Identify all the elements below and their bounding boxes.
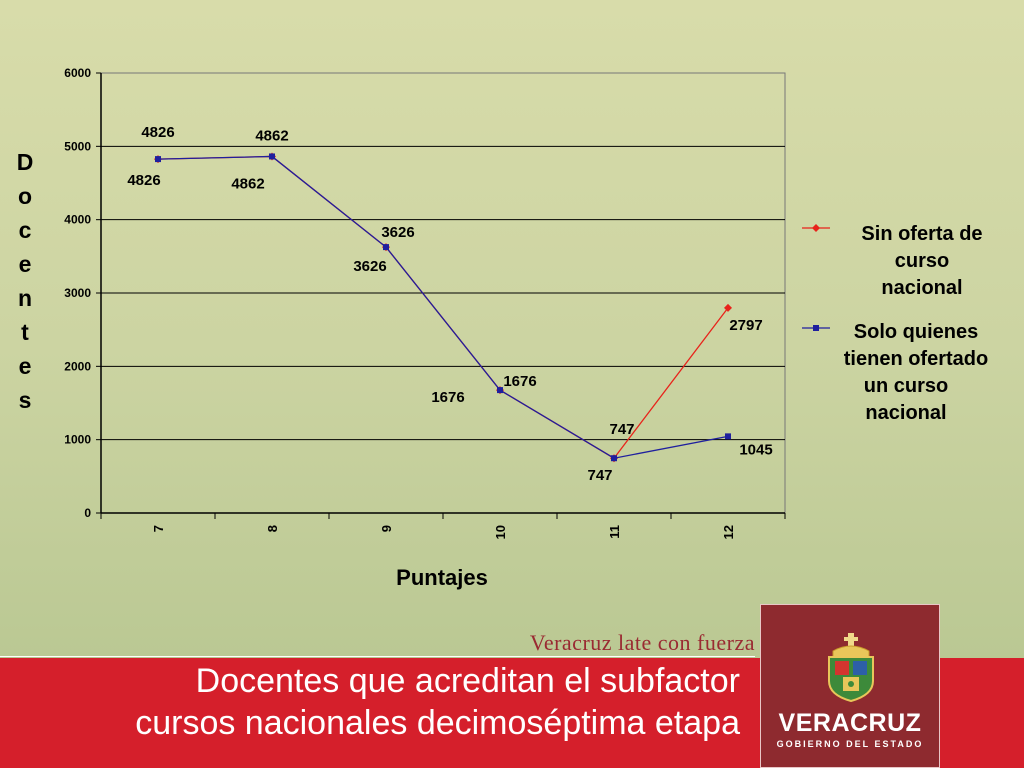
y-axis-title: Docentes: [17, 149, 34, 413]
data-label: 1045: [739, 441, 772, 458]
veracruz-crest-icon: [828, 633, 874, 703]
data-labels: 4826 4862 3626 1676 747 2797 4826 4862 3626 1676 7…: [127, 124, 772, 484]
x-tick-label: 12: [721, 525, 736, 539]
data-point: [611, 455, 617, 462]
data-point: [383, 244, 389, 251]
legend-marker: [813, 325, 819, 331]
data-label: 1676: [431, 389, 464, 406]
y-axis-title-char: n: [18, 285, 32, 311]
logo-subtitle: GOBIERNO DEL ESTADO: [776, 739, 924, 749]
data-label: 747: [587, 467, 612, 484]
slide-title: Docentes que acreditan el subfactor curs…: [0, 660, 740, 744]
y-tick-label: 4000: [64, 213, 91, 227]
legend-label: Sin oferta de: [861, 223, 982, 245]
series-layer: [154, 152, 732, 463]
x-tick-label: 8: [265, 525, 280, 532]
data-point: [724, 303, 732, 312]
x-tick-label: 9: [379, 525, 394, 532]
x-tick-label: 10: [493, 525, 508, 539]
line-chart: 0 1000 2000 3000 4000 5000 6000 7 8 9 10 11 12 4826…: [17, 66, 989, 590]
legend-label: nacional: [865, 402, 946, 424]
y-axis-title-char: c: [19, 217, 32, 243]
data-label: 4862: [255, 127, 288, 144]
data-point: [497, 387, 503, 394]
y-tick-label: 1000: [64, 433, 91, 447]
data-label: 2797: [729, 317, 762, 334]
y-axis-ticks: 0 1000 2000 3000 4000 5000 6000: [64, 66, 101, 520]
legend-label: un curso: [864, 375, 948, 397]
series-line-1: [157, 155, 729, 460]
plot-area: [100, 72, 786, 514]
legend-label: nacional: [881, 277, 962, 299]
y-axis-title-char: t: [21, 319, 29, 345]
y-axis-title-char: o: [18, 183, 32, 209]
data-point: [155, 156, 161, 163]
y-tick-label: 6000: [64, 66, 91, 80]
y-tick-label: 5000: [64, 139, 91, 153]
data-label: 4826: [127, 172, 160, 189]
tagline-divider: [0, 656, 755, 657]
y-axis-title-char: D: [17, 149, 34, 175]
x-axis-title: Puntajes: [396, 565, 488, 590]
series-line-2: [157, 155, 729, 459]
data-label: 1676: [503, 373, 536, 390]
tagline: Veracruz late con fuerza: [529, 630, 755, 655]
logo-wordmark: VERACRUZ: [778, 709, 922, 737]
y-tick-label: 0: [84, 506, 91, 520]
data-label: 4826: [141, 124, 174, 141]
slide-title-line-1: Docentes que acreditan el subfactor: [195, 662, 740, 700]
legend-label: tienen ofertado: [844, 348, 988, 370]
x-tick-label: 7: [151, 525, 166, 532]
legend-label: curso: [895, 250, 949, 272]
y-tick-label: 3000: [64, 286, 91, 300]
legend-marker: [812, 224, 820, 232]
x-tick-label: 11: [607, 525, 622, 539]
data-label: 3626: [381, 224, 414, 241]
slide-title-line-2: cursos nacionales decimoséptima etapa: [135, 704, 740, 742]
data-label: 747: [609, 421, 634, 438]
data-point: [269, 153, 275, 160]
logo-panel: VERACRUZ GOBIERNO DEL ESTADO: [760, 604, 940, 768]
data-label: 4862: [231, 175, 264, 192]
y-axis-title-char: e: [19, 251, 32, 277]
y-axis-title-char: e: [19, 353, 32, 379]
legend: Sin oferta de curso nacional Solo quienes ti…: [802, 223, 988, 424]
y-axis-title-char: s: [19, 387, 32, 413]
data-label: 3626: [353, 258, 386, 275]
legend-label: Solo quienes: [854, 321, 978, 343]
x-axis-ticks: 7 8 9 10 11 12: [100, 513, 786, 539]
data-point: [725, 433, 731, 440]
y-tick-label: 2000: [64, 359, 91, 373]
